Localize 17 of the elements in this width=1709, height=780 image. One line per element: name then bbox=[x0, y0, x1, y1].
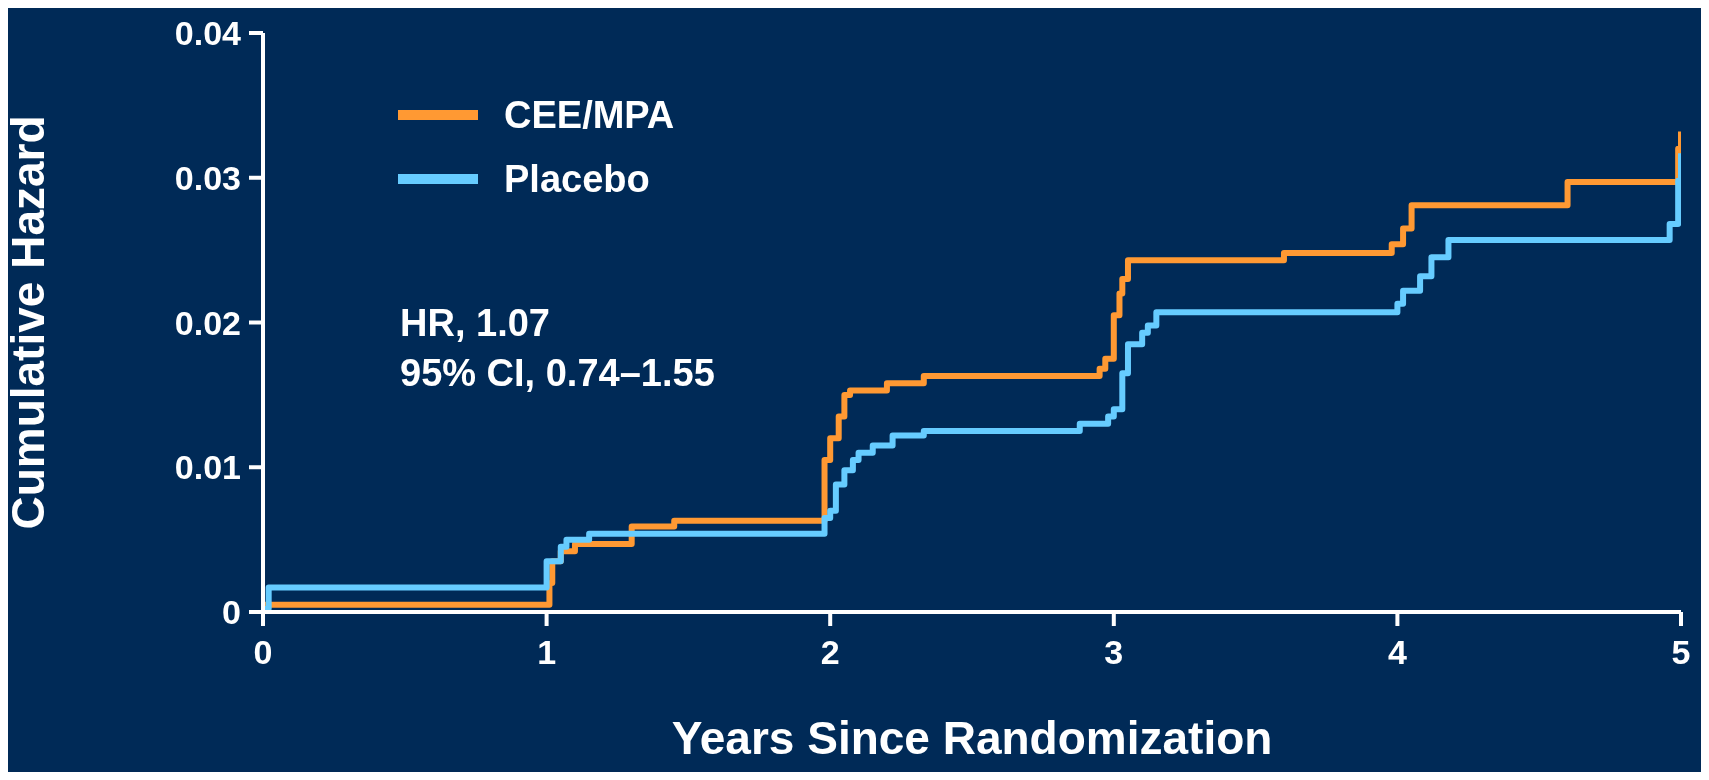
x-tick-label: 0 bbox=[253, 633, 273, 672]
x-tick-label: 1 bbox=[537, 633, 557, 672]
x-tick-label: 4 bbox=[1387, 633, 1407, 672]
annotation: HR, 1.07 bbox=[400, 301, 551, 346]
x-axis-title: Years Since Randomization bbox=[671, 712, 1273, 764]
y-tick-label: 0.03 bbox=[174, 158, 241, 197]
y-tick-label: 0 bbox=[222, 593, 241, 632]
legend-label: Placebo bbox=[504, 157, 650, 201]
y-axis-title: Cumulative Hazard bbox=[2, 115, 55, 530]
annotation: 95% CI, 0.74–1.55 bbox=[400, 351, 715, 396]
legend-label: CEE/MPA bbox=[504, 93, 675, 137]
x-tick-label: 2 bbox=[820, 633, 840, 672]
y-tick-label: 0.04 bbox=[174, 14, 242, 53]
y-tick-label: 0.02 bbox=[174, 303, 241, 342]
x-tick-label: 3 bbox=[1104, 633, 1124, 672]
y-tick-label: 0.01 bbox=[174, 448, 241, 487]
x-tick-label: 5 bbox=[1671, 633, 1691, 672]
